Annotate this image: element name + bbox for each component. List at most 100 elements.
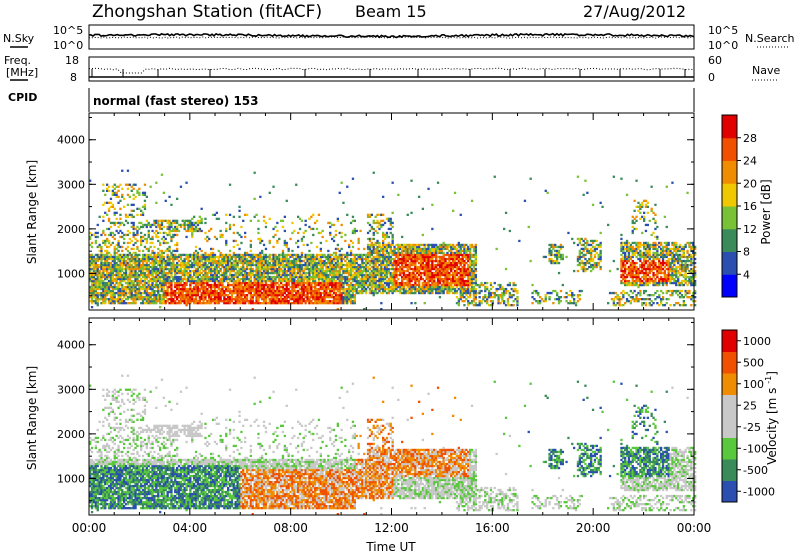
power-cell	[262, 294, 266, 297]
power-cell	[253, 275, 256, 279]
power-cell	[219, 269, 222, 273]
cpid-text: normal (fast stereo) 153	[93, 94, 259, 108]
power-cell	[306, 275, 309, 279]
power-cell	[181, 296, 184, 299]
power-cell	[174, 302, 177, 305]
power-cell	[457, 267, 460, 271]
power-cell	[325, 271, 328, 275]
power-cell	[115, 255, 118, 259]
power-cell	[283, 291, 286, 295]
power-cell	[185, 229, 188, 233]
power-cell	[141, 267, 145, 271]
power-cell	[115, 221, 118, 225]
power-cell	[270, 271, 273, 275]
power-cell	[104, 300, 107, 303]
power-cell	[234, 275, 237, 279]
power-cell	[281, 302, 285, 305]
power-cell	[247, 277, 251, 281]
power-cell	[442, 267, 445, 271]
power-cell	[440, 279, 443, 283]
power-cell	[208, 289, 211, 293]
power-cell	[455, 257, 459, 261]
power-cell	[408, 265, 411, 269]
power-cell	[200, 229, 203, 233]
power-cell	[298, 259, 302, 263]
power-cell	[315, 283, 319, 287]
power-cell	[259, 281, 262, 285]
power-cell	[213, 279, 217, 283]
power-cell	[106, 265, 109, 269]
power-cell	[304, 287, 307, 291]
power-cell	[117, 281, 120, 285]
power-cell	[89, 285, 92, 289]
power-cell	[170, 287, 173, 291]
power-cell	[147, 267, 150, 271]
power-cell	[287, 261, 290, 265]
power-cell	[206, 300, 209, 303]
power-cell	[100, 273, 103, 277]
power-cell	[453, 259, 457, 263]
power-cell	[298, 217, 302, 220]
power-cell	[376, 261, 379, 265]
power-cell	[257, 285, 260, 289]
power-cell	[376, 291, 379, 295]
power-cell	[134, 273, 137, 277]
power-cell	[206, 257, 209, 261]
power-cell	[225, 269, 228, 273]
power-cell	[404, 289, 407, 293]
power-cell	[418, 281, 421, 285]
power-cell	[123, 271, 126, 275]
power-cell	[455, 261, 459, 265]
power-cell	[234, 300, 237, 303]
power-cell	[298, 294, 302, 297]
power-cell	[100, 233, 103, 237]
power-cell	[215, 259, 218, 263]
power-cell	[453, 271, 457, 275]
power-cell	[276, 267, 279, 271]
power-cell	[191, 291, 194, 295]
power-cell	[319, 271, 322, 275]
power-cell	[160, 289, 164, 293]
power-cell	[266, 275, 269, 279]
power-cell	[276, 255, 279, 259]
power-cell	[429, 249, 432, 253]
power-cell	[372, 243, 375, 247]
power-cell	[401, 257, 404, 261]
power-cell	[107, 189, 111, 192]
power-cell	[179, 281, 183, 285]
power-cell	[287, 296, 290, 299]
power-cell	[138, 294, 141, 297]
power-cell	[312, 281, 315, 285]
power-cell	[106, 269, 109, 273]
power-cell	[155, 255, 158, 259]
power-cell	[109, 275, 113, 279]
power-cell	[323, 281, 326, 285]
power-cell	[410, 285, 413, 289]
power-cell	[176, 197, 179, 200]
power-cell	[353, 271, 356, 275]
power-cell	[210, 269, 213, 273]
power-cell	[213, 287, 217, 291]
power-cell	[242, 289, 245, 293]
power-cell	[389, 249, 392, 253]
power-cell	[353, 287, 356, 291]
power-cell	[138, 281, 141, 285]
power-cell	[90, 253, 94, 257]
power-cell	[228, 253, 232, 257]
power-cell	[289, 273, 292, 277]
power-cell	[202, 289, 205, 293]
power-cell	[121, 291, 124, 295]
power-cell	[353, 219, 356, 222]
power-cell	[200, 298, 203, 301]
power-cell	[291, 273, 294, 277]
power-cell	[145, 289, 148, 293]
power-cell	[159, 281, 162, 285]
power-cell	[436, 289, 440, 293]
power-cell	[179, 289, 183, 293]
power-cell	[262, 296, 266, 299]
power-cell	[259, 251, 262, 255]
power-cell	[427, 277, 430, 281]
power-cell	[183, 223, 186, 227]
power-cell	[249, 287, 252, 291]
power-cell	[319, 281, 322, 285]
